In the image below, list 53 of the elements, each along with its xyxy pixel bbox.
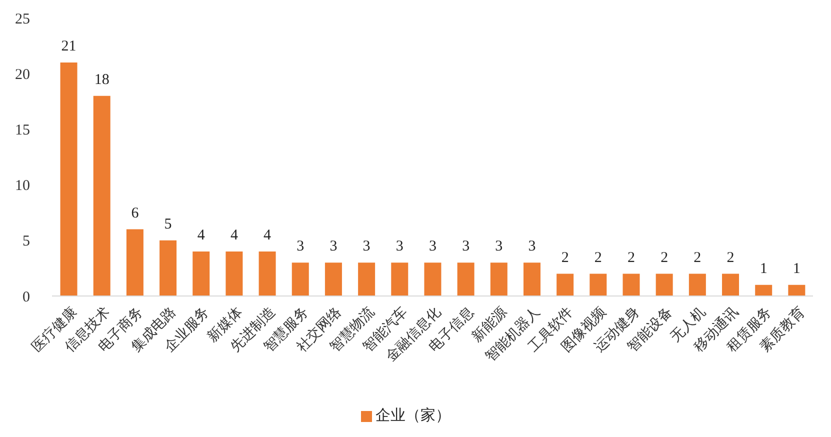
bar bbox=[226, 252, 243, 296]
bar bbox=[391, 262, 408, 296]
bar bbox=[292, 262, 309, 296]
y-tick-label: 10 bbox=[15, 178, 30, 194]
bar bbox=[324, 262, 342, 296]
bar bbox=[60, 62, 78, 296]
y-tick-label: 0 bbox=[22, 289, 30, 306]
bar bbox=[358, 262, 376, 296]
data-label: 3 bbox=[462, 238, 470, 255]
data-label: 2 bbox=[694, 250, 702, 266]
bar bbox=[722, 274, 740, 296]
data-label: 1 bbox=[760, 260, 768, 277]
y-tick-label: 25 bbox=[15, 11, 30, 28]
data-label: 18 bbox=[94, 72, 110, 88]
y-tick-label: 20 bbox=[15, 66, 30, 83]
data-label: 2 bbox=[660, 250, 668, 266]
data-label: 6 bbox=[131, 205, 140, 222]
data-label: 3 bbox=[495, 238, 503, 255]
data-label: 21 bbox=[61, 38, 76, 54]
bar bbox=[457, 262, 474, 296]
data-label: 2 bbox=[594, 250, 602, 266]
bar bbox=[622, 274, 640, 296]
bar bbox=[424, 262, 442, 296]
y-tick-label: 15 bbox=[15, 122, 30, 139]
bar bbox=[490, 262, 508, 296]
bar bbox=[523, 262, 540, 296]
bar bbox=[556, 274, 574, 296]
bar bbox=[160, 240, 177, 296]
bar bbox=[258, 252, 276, 296]
bar bbox=[755, 284, 772, 296]
bar bbox=[788, 284, 806, 296]
data-label: 2 bbox=[561, 250, 569, 266]
data-label: 3 bbox=[362, 238, 370, 255]
data-label: 4 bbox=[230, 228, 238, 244]
y-tick-label: 5 bbox=[22, 234, 30, 250]
bar bbox=[93, 96, 110, 296]
data-label: 5 bbox=[164, 216, 172, 232]
data-label: 3 bbox=[296, 238, 304, 255]
data-label: 3 bbox=[396, 238, 404, 255]
data-label: 3 bbox=[428, 238, 436, 255]
data-label: 4 bbox=[197, 228, 206, 244]
legend-label: 企业（家） bbox=[376, 406, 450, 424]
data-label: 2 bbox=[628, 250, 635, 266]
bar bbox=[656, 274, 673, 296]
bar bbox=[688, 274, 706, 296]
data-label: 3 bbox=[330, 238, 338, 255]
data-label: 2 bbox=[726, 250, 734, 266]
data-label: 1 bbox=[792, 260, 800, 277]
bar bbox=[192, 252, 210, 296]
bar bbox=[126, 229, 144, 296]
data-label: 3 bbox=[528, 238, 536, 255]
bar bbox=[590, 274, 607, 296]
data-label: 4 bbox=[264, 228, 272, 244]
